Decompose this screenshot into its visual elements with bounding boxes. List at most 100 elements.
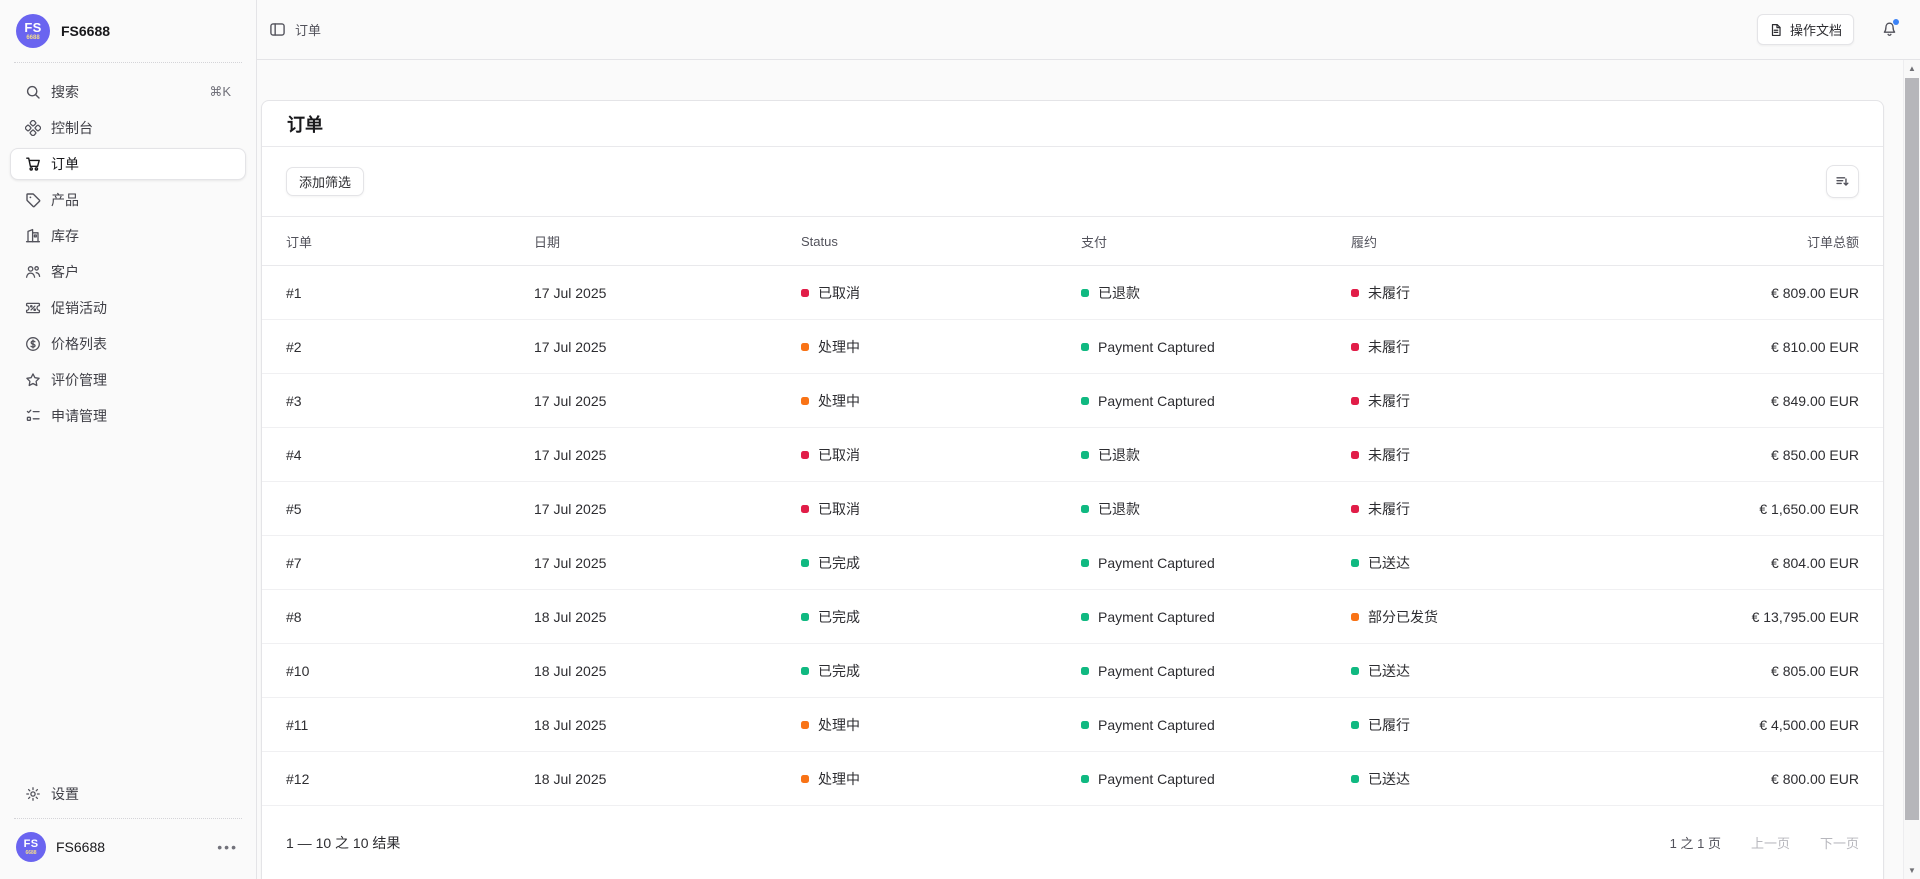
sidebar-item-dashboard[interactable]: 控制台 xyxy=(10,112,246,144)
sidebar-item-label: 评价管理 xyxy=(51,372,107,388)
user-avatar-text: FS xyxy=(23,837,39,850)
fulfillment-status-dot xyxy=(1351,720,1359,729)
docs-button[interactable]: 操作文档 xyxy=(1756,14,1854,45)
payment-status-label: Payment Captured xyxy=(1098,338,1215,355)
status-label: 已完成 xyxy=(818,662,860,679)
sidebar-item-label: 控制台 xyxy=(51,120,93,136)
fulfillment-status-label: 已送达 xyxy=(1368,554,1410,571)
docs-button-label: 操作文档 xyxy=(1789,23,1842,38)
order-date-cell: 17 Jul 2025 xyxy=(534,446,607,463)
notifications-bell-icon[interactable] xyxy=(1881,19,1899,38)
document-icon xyxy=(1769,23,1783,37)
table-row[interactable]: #12 18 Jul 2025 处理中 Payment Captured 已送达… xyxy=(262,752,1883,806)
order-payment-cell: Payment Captured xyxy=(1081,717,1351,733)
fulfillment-status-dot xyxy=(1351,342,1359,351)
sidebar-item-label: 库存 xyxy=(51,228,79,244)
order-date-cell: 17 Jul 2025 xyxy=(534,500,607,517)
breadcrumb-label: 订单 xyxy=(295,23,322,38)
brand-avatar: FS 6688 xyxy=(16,14,50,48)
table-row[interactable]: #10 18 Jul 2025 已完成 Payment Captured 已送达… xyxy=(262,644,1883,698)
order-date-cell: 17 Jul 2025 xyxy=(534,284,607,301)
col-header-payment: 支付 xyxy=(1081,234,1108,250)
table-row[interactable]: #4 17 Jul 2025 已取消 已退款 未履行 € 850.00 EUR xyxy=(262,428,1883,482)
status-label: 已取消 xyxy=(818,284,860,301)
order-date-cell: 18 Jul 2025 xyxy=(534,608,607,625)
status-dot xyxy=(801,720,809,729)
scrollbar-down-arrow[interactable]: ▼ xyxy=(1908,865,1916,875)
user-menu-row[interactable]: FS 6688 FS6688 ••• xyxy=(0,819,256,879)
results-count: 1 — 10 之 10 结果 xyxy=(286,834,401,851)
sidebar-settings-nav: 设置 xyxy=(0,778,256,818)
payment-status-dot xyxy=(1081,666,1089,675)
order-total-cell: € 804.00 EUR xyxy=(1771,554,1859,571)
sidebar-item-search[interactable]: 搜索 ⌘K xyxy=(10,76,246,108)
table-row[interactable]: #8 18 Jul 2025 已完成 Payment Captured 部分已发… xyxy=(262,590,1883,644)
order-total-cell: € 1,650.00 EUR xyxy=(1759,500,1859,517)
table-row[interactable]: #5 17 Jul 2025 已取消 已退款 未履行 € 1,650.00 EU… xyxy=(262,482,1883,536)
payment-status-label: Payment Captured xyxy=(1098,662,1215,679)
sidebar-item-pricelists[interactable]: 价格列表 xyxy=(10,328,246,360)
sidebar-divider-bottom xyxy=(14,818,242,819)
order-total-cell: € 809.00 EUR xyxy=(1771,284,1859,301)
sidebar-item-promotions[interactable]: 促销活动 xyxy=(10,292,246,324)
order-fulfillment-cell: 部分已发货 xyxy=(1351,607,1639,627)
order-status-cell: 已取消 xyxy=(801,283,1081,303)
add-filter-button[interactable]: 添加筛选 xyxy=(286,167,365,196)
orders-card: 订单 添加筛选 订单 日期 Status 支付 履约 xyxy=(261,100,1884,879)
fulfillment-status-dot xyxy=(1351,396,1359,405)
order-total-cell: € 13,795.00 EUR xyxy=(1751,608,1859,625)
vertical-scrollbar[interactable]: ▲ ▼ xyxy=(1903,60,1920,879)
prev-page-button[interactable]: 上一页 xyxy=(1751,833,1790,852)
pagination: 1 之 1 页 上一页 下一页 xyxy=(1670,833,1859,852)
order-status-cell: 处理中 xyxy=(801,769,1081,789)
status-label: 处理中 xyxy=(818,716,860,733)
user-menu-ellipsis-icon[interactable]: ••• xyxy=(217,839,238,855)
order-payment-cell: Payment Captured xyxy=(1081,555,1351,571)
status-dot xyxy=(801,558,809,567)
order-id-cell: #10 xyxy=(286,662,310,679)
sidebar-item-settings[interactable]: 设置 xyxy=(10,778,246,810)
page-indicator: 1 之 1 页 xyxy=(1669,836,1721,851)
order-id-cell: #4 xyxy=(286,446,302,463)
table-row[interactable]: #1 17 Jul 2025 已取消 已退款 未履行 € 809.00 EUR xyxy=(262,266,1883,320)
sidebar-item-inventory[interactable]: 库存 xyxy=(10,220,246,252)
sidebar-spacer xyxy=(0,432,256,778)
fulfillment-status-label: 未履行 xyxy=(1368,500,1410,517)
sidebar-item-products[interactable]: 产品 xyxy=(10,184,246,216)
payment-status-dot xyxy=(1081,288,1089,297)
order-payment-cell: Payment Captured xyxy=(1081,771,1351,787)
order-payment-cell: Payment Captured xyxy=(1081,339,1351,355)
scrollbar-up-arrow[interactable]: ▲ xyxy=(1908,63,1916,73)
building-icon xyxy=(25,228,41,244)
fulfillment-status-dot xyxy=(1351,666,1359,675)
order-payment-cell: Payment Captured xyxy=(1081,393,1351,409)
order-id-cell: #2 xyxy=(286,338,302,355)
status-dot xyxy=(801,774,809,783)
sidebar-item-orders[interactable]: 订单 xyxy=(10,148,246,180)
order-payment-cell: 已退款 xyxy=(1081,283,1351,303)
payment-status-dot xyxy=(1081,774,1089,783)
sidebar-nav: 搜索 ⌘K 控制台 订单 xyxy=(0,63,256,432)
checklist-icon xyxy=(25,408,41,424)
col-header-date: 日期 xyxy=(534,234,561,250)
payment-status-label: 已退款 xyxy=(1098,446,1140,463)
table-row[interactable]: #2 17 Jul 2025 处理中 Payment Captured 未履行 … xyxy=(262,320,1883,374)
sort-columns-button[interactable] xyxy=(1826,165,1859,198)
order-id-cell: #8 xyxy=(286,608,302,625)
payment-status-dot xyxy=(1081,558,1089,567)
scrollbar-thumb[interactable] xyxy=(1905,78,1919,820)
sidebar-item-requests[interactable]: 申请管理 xyxy=(10,400,246,432)
fulfillment-status-label: 已送达 xyxy=(1368,662,1410,679)
search-shortcut: ⌘K xyxy=(209,84,231,99)
sidebar-toggle-icon[interactable] xyxy=(269,21,286,38)
table-row[interactable]: #3 17 Jul 2025 处理中 Payment Captured 未履行 … xyxy=(262,374,1883,428)
table-row[interactable]: #7 17 Jul 2025 已完成 Payment Captured 已送达 … xyxy=(262,536,1883,590)
brand-row[interactable]: FS 6688 FS6688 xyxy=(0,0,256,62)
sidebar-item-reviews[interactable]: 评价管理 xyxy=(10,364,246,396)
order-date-cell: 17 Jul 2025 xyxy=(534,392,607,409)
status-label: 已取消 xyxy=(818,500,860,517)
table-row[interactable]: #11 18 Jul 2025 处理中 Payment Captured 已履行… xyxy=(262,698,1883,752)
order-status-cell: 已取消 xyxy=(801,499,1081,519)
next-page-button[interactable]: 下一页 xyxy=(1820,833,1859,852)
sidebar-item-customers[interactable]: 客户 xyxy=(10,256,246,288)
